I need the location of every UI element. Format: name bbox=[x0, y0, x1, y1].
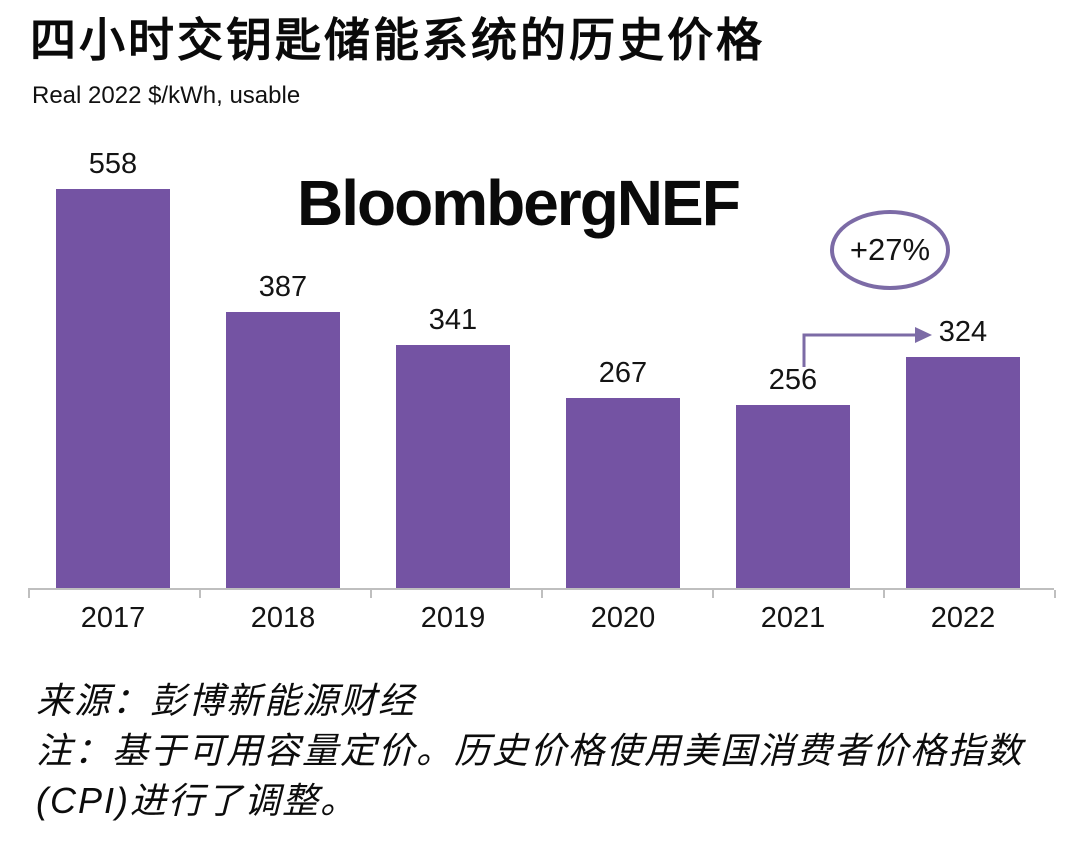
x-axis-label-2017: 2017 bbox=[80, 602, 146, 634]
growth-badge-label: +27% bbox=[849, 232, 931, 267]
growth-badge: +27% bbox=[830, 210, 950, 290]
bar-value-label-2019: 341 bbox=[428, 304, 478, 336]
x-axis-tick bbox=[541, 590, 543, 598]
bar-2022 bbox=[906, 357, 1020, 589]
x-axis-label-2022: 2022 bbox=[930, 602, 996, 634]
x-axis-tick bbox=[712, 590, 714, 598]
x-axis-tick bbox=[1054, 590, 1056, 598]
bar-2021 bbox=[736, 405, 850, 589]
bar-2020 bbox=[566, 398, 680, 589]
bar-value-label-2020: 267 bbox=[598, 357, 648, 389]
x-axis-label-2020: 2020 bbox=[590, 602, 656, 634]
x-axis-tick bbox=[199, 590, 201, 598]
bar-value-label-2022: 324 bbox=[938, 316, 988, 348]
x-axis-label-2018: 2018 bbox=[250, 602, 316, 634]
bar-value-label-2021: 256 bbox=[768, 364, 818, 396]
x-axis bbox=[28, 588, 1054, 590]
x-axis-tick bbox=[883, 590, 885, 598]
bar-2017 bbox=[56, 189, 170, 589]
x-axis-tick bbox=[28, 590, 30, 598]
bar-2019 bbox=[396, 345, 510, 589]
bar-value-label-2017: 558 bbox=[88, 148, 138, 180]
source-text: 来源：彭博新能源财经 bbox=[36, 680, 417, 721]
bar-value-label-2018: 387 bbox=[258, 271, 308, 303]
x-axis-label-2019: 2019 bbox=[420, 602, 486, 634]
bar-2018 bbox=[226, 312, 340, 589]
brand-watermark: BloombergNEF bbox=[297, 167, 741, 239]
chart-unit-subtitle: Real 2022 $/kWh, usable bbox=[32, 82, 301, 109]
x-axis-label-2021: 2021 bbox=[760, 602, 826, 634]
page-title: 四小时交钥匙储能系统的历史价格 bbox=[30, 14, 765, 66]
x-axis-tick bbox=[370, 590, 372, 598]
note-text: 注：基于可用容量定价。历史价格使用美国消费者价格指数(CPI)进行了调整。 bbox=[36, 730, 1025, 822]
